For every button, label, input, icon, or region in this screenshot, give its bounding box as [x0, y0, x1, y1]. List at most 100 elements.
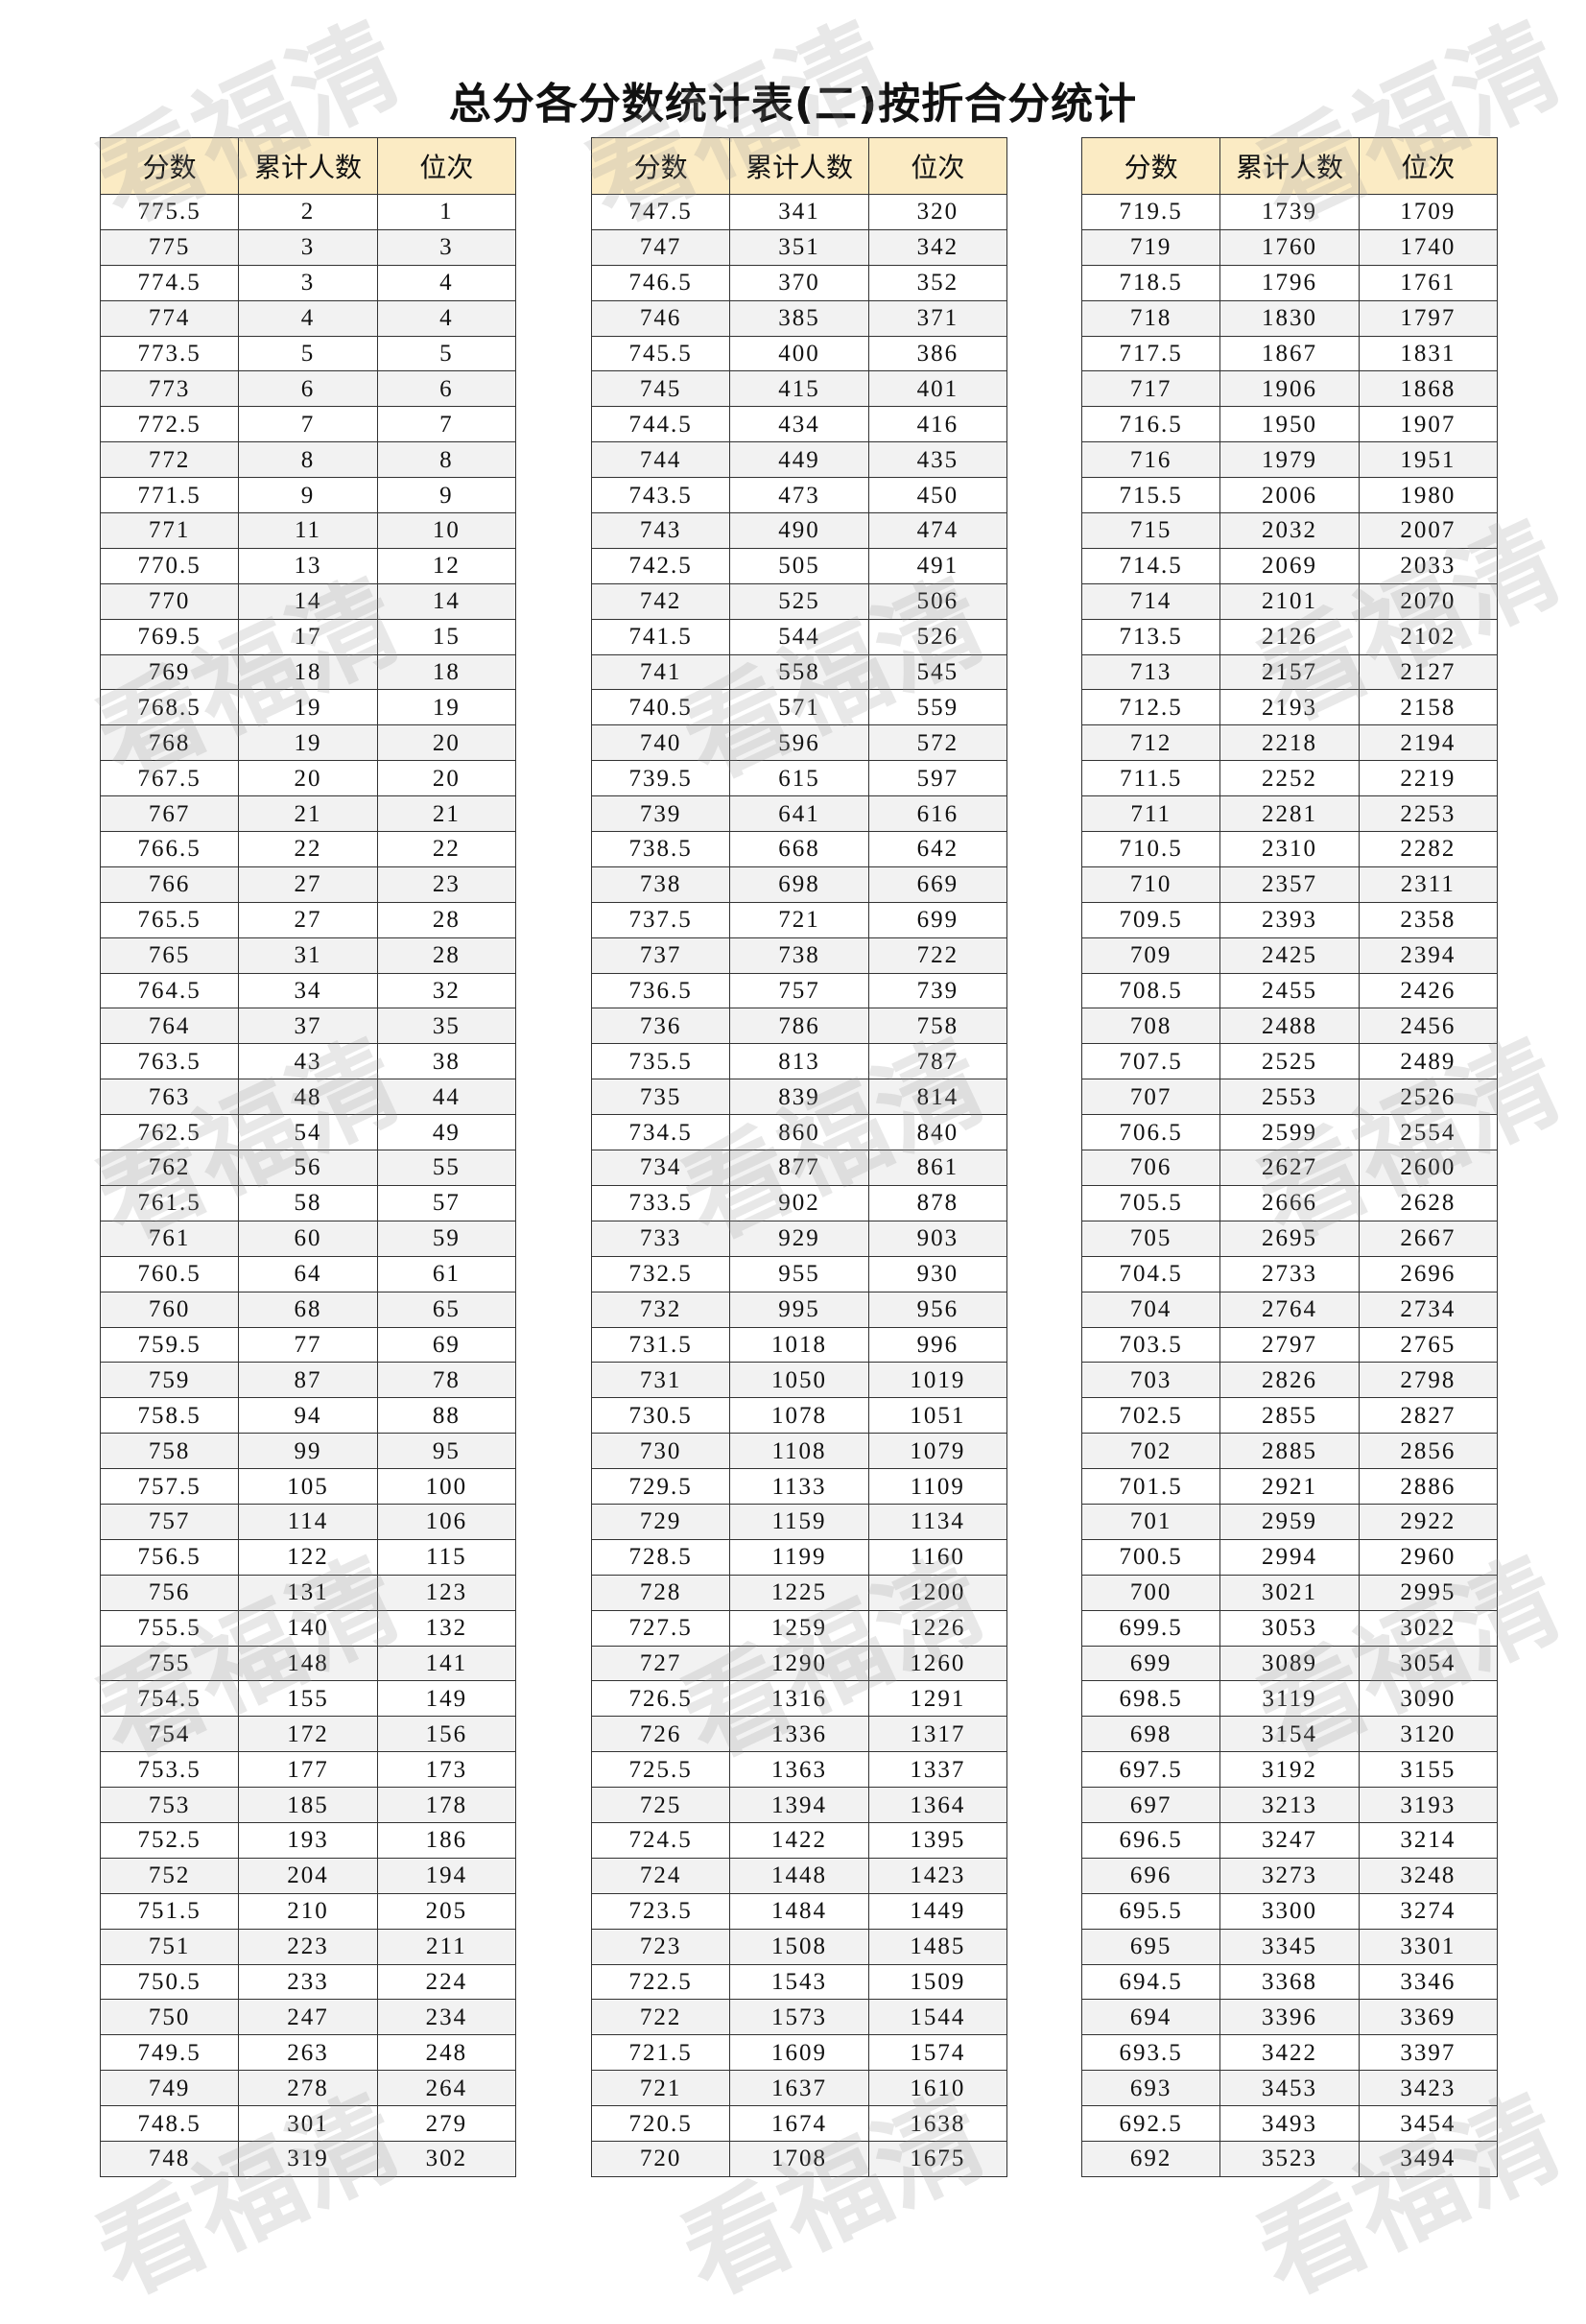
score-cell: 728.5 [590, 1538, 731, 1576]
score-cell: 752 [99, 1857, 240, 1894]
rank-cell: 2886 [1358, 1468, 1499, 1505]
rank-cell: 173 [376, 1751, 517, 1789]
cumulative-count-cell: 3523 [1219, 2140, 1360, 2177]
table-row: 770.5 13 12 [99, 547, 517, 584]
table-row: 764.5 34 32 [99, 972, 517, 1009]
rank-cell: 1797 [1358, 299, 1499, 337]
rank-cell: 506 [867, 582, 1008, 620]
score-cell: 695.5 [1080, 1892, 1221, 1930]
score-cell: 774 [99, 299, 240, 337]
rank-cell: 115 [376, 1538, 517, 1576]
score-cell: 720 [590, 2140, 731, 2177]
column-header-score: 分数 [1080, 137, 1221, 195]
cumulative-count-cell: 3119 [1219, 1680, 1360, 1718]
cumulative-count-cell: 3089 [1219, 1645, 1360, 1682]
score-cell: 746 [590, 299, 731, 337]
cumulative-count-cell: 544 [729, 618, 869, 655]
cumulative-count-cell: 3 [238, 264, 378, 301]
cumulative-count-cell: 2525 [1219, 1043, 1360, 1080]
rank-cell: 3274 [1358, 1892, 1499, 1930]
rank-cell: 65 [376, 1291, 517, 1328]
score-cell: 718.5 [1080, 264, 1221, 301]
table-row: 764 37 35 [99, 1008, 517, 1045]
cumulative-count-cell: 9 [238, 477, 378, 514]
table-row: 737.5 721 699 [590, 901, 1008, 938]
rank-cell: 739 [867, 972, 1008, 1009]
cumulative-count-cell: 54 [238, 1114, 378, 1151]
rank-cell: 2070 [1358, 582, 1499, 620]
score-cell: 713 [1080, 653, 1221, 691]
rank-cell: 8 [376, 441, 517, 479]
cumulative-count-cell: 1708 [729, 2140, 869, 2177]
cumulative-count-cell: 64 [238, 1255, 378, 1292]
table-row: 719 1760 1740 [1080, 228, 1499, 266]
table-row: 720 1708 1675 [590, 2140, 1008, 2177]
cumulative-count-cell: 2252 [1219, 760, 1360, 797]
score-cell: 775 [99, 228, 240, 266]
cumulative-count-cell: 68 [238, 1291, 378, 1328]
rank-cell: 1 [376, 194, 517, 230]
rank-cell: 205 [376, 1892, 517, 1930]
score-cell: 720.5 [590, 2105, 731, 2142]
rank-cell: 996 [867, 1326, 1008, 1364]
table-row: 751 223 211 [99, 1928, 517, 1965]
rank-cell: 2394 [1358, 937, 1499, 974]
cumulative-count-cell: 2666 [1219, 1184, 1360, 1221]
cumulative-count-cell: 2193 [1219, 689, 1360, 726]
table-row: 761.5 58 57 [99, 1184, 517, 1221]
rank-cell: 2798 [1358, 1362, 1499, 1399]
cumulative-count-cell: 839 [729, 1079, 869, 1116]
rank-cell: 2253 [1358, 795, 1499, 833]
cumulative-count-cell: 77 [238, 1326, 378, 1364]
table-row: 699 3089 3054 [1080, 1645, 1499, 1682]
rank-cell: 35 [376, 1008, 517, 1045]
score-cell: 734 [590, 1150, 731, 1186]
table-row: 731.5 1018 996 [590, 1326, 1008, 1364]
cumulative-count-cell: 1739 [1219, 194, 1360, 230]
rank-cell: 342 [867, 228, 1008, 266]
score-cell: 717 [1080, 370, 1221, 408]
score-cell: 758 [99, 1433, 240, 1470]
cumulative-count-cell: 1637 [729, 2070, 869, 2107]
cumulative-count-cell: 902 [729, 1184, 869, 1221]
table-row: 748.5 301 279 [99, 2105, 517, 2142]
score-cell: 762.5 [99, 1114, 240, 1151]
rank-cell: 264 [376, 2070, 517, 2107]
rank-cell: 1291 [867, 1680, 1008, 1718]
cumulative-count-cell: 105 [238, 1468, 378, 1505]
rank-cell: 4 [376, 299, 517, 337]
rank-cell: 1317 [867, 1716, 1008, 1753]
table-row: 742.5 505 491 [590, 547, 1008, 584]
score-cell: 743.5 [590, 477, 731, 514]
score-cell: 762 [99, 1150, 240, 1186]
table-row: 772 8 8 [99, 441, 517, 479]
score-cell: 735.5 [590, 1043, 731, 1080]
rank-cell: 1337 [867, 1751, 1008, 1789]
table-row: 737 738 722 [590, 937, 1008, 974]
cumulative-count-cell: 3247 [1219, 1821, 1360, 1859]
rank-cell: 14 [376, 582, 517, 620]
rank-cell: 106 [376, 1503, 517, 1540]
score-cell: 750 [99, 1999, 240, 2036]
score-cell: 763.5 [99, 1043, 240, 1080]
cumulative-count-cell: 27 [238, 866, 378, 903]
table-header-row: 分数 累计人数 位次 [590, 137, 1008, 195]
rank-cell: 1868 [1358, 370, 1499, 408]
score-cell: 763 [99, 1079, 240, 1116]
table-row: 729 1159 1134 [590, 1503, 1008, 1540]
table-row: 744.5 434 416 [590, 406, 1008, 443]
rank-cell: 88 [376, 1397, 517, 1435]
table-row: 696 3273 3248 [1080, 1857, 1499, 1894]
table-row: 694.5 3368 3346 [1080, 1963, 1499, 2001]
score-cell: 706.5 [1080, 1114, 1221, 1151]
column-header-rank: 位次 [1358, 137, 1499, 195]
cumulative-count-cell: 2855 [1219, 1397, 1360, 1435]
rank-cell: 3193 [1358, 1787, 1499, 1823]
rank-cell: 7 [376, 406, 517, 443]
rank-cell: 149 [376, 1680, 517, 1718]
rank-cell: 2358 [1358, 901, 1499, 938]
table-row: 730 1108 1079 [590, 1433, 1008, 1470]
cumulative-count-cell: 2069 [1219, 547, 1360, 584]
cumulative-count-cell: 58 [238, 1184, 378, 1221]
score-cell: 699 [1080, 1645, 1221, 1682]
